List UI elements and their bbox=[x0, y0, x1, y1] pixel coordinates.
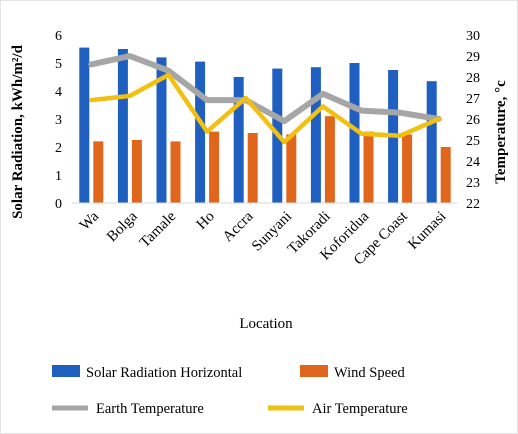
wind-speed-bar bbox=[440, 147, 451, 203]
y-tick-label-right: 24 bbox=[466, 155, 480, 170]
wind-speed-bar bbox=[363, 131, 374, 203]
wind-speed-bar bbox=[324, 116, 335, 203]
wind-speed-bar bbox=[131, 140, 142, 203]
solar-radiation-bar bbox=[79, 47, 90, 203]
y-tick-label-right: 29 bbox=[466, 50, 480, 65]
solar-radiation-bar bbox=[233, 77, 244, 203]
wind-speed-bar bbox=[247, 133, 258, 203]
solar-radiation-bar bbox=[426, 81, 437, 203]
legend-swatch bbox=[300, 365, 328, 377]
legend-item-wind-speed: Wind Speed bbox=[300, 365, 405, 381]
solar-radiation-bar bbox=[156, 57, 167, 204]
y-tick-label-right: 30 bbox=[466, 29, 480, 44]
wind-speed-bar bbox=[93, 141, 104, 203]
y-tick-label-left: 6 bbox=[55, 29, 62, 44]
air-temperature-line bbox=[89, 72, 441, 145]
solar-radiation-bar bbox=[117, 49, 128, 203]
earth-temperature-line bbox=[88, 53, 442, 125]
y-tick-label-right: 26 bbox=[466, 113, 480, 128]
y-tick-label-left: 5 bbox=[55, 57, 62, 72]
legend: Solar Radiation Horizontal Wind Speed Eart… bbox=[52, 365, 408, 417]
legend-label: Solar Radiation Horizontal bbox=[86, 365, 242, 381]
legend-label: Wind Speed bbox=[334, 365, 405, 381]
solar-radiation-bar bbox=[310, 67, 321, 203]
y-tick-label-left: 1 bbox=[55, 169, 62, 184]
x-axis-label: Location bbox=[239, 316, 293, 332]
legend-label: Air Temperature bbox=[312, 401, 408, 417]
legend-item-solar-radiation: Solar Radiation Horizontal bbox=[52, 365, 242, 381]
plot-area bbox=[79, 47, 451, 204]
wind-speed-bar bbox=[286, 134, 297, 203]
legend-item-air-temperature: Air Temperature bbox=[268, 401, 408, 417]
y-tick-label-right: 22 bbox=[466, 197, 480, 212]
y-tick-label-right: 23 bbox=[466, 176, 480, 191]
legend-label: Earth Temperature bbox=[96, 401, 204, 417]
y-tick-label-left: 0 bbox=[55, 197, 62, 212]
legend-item-earth-temperature: Earth Temperature bbox=[52, 401, 204, 417]
y-tick-label-right: 27 bbox=[466, 92, 480, 107]
y-tick-label-right: 28 bbox=[466, 71, 480, 86]
y-axis-label-right: Temperature, °c bbox=[493, 80, 509, 184]
solar-radiation-bar bbox=[349, 63, 360, 203]
wind-speed-bar bbox=[170, 141, 181, 203]
y-tick-label-left: 4 bbox=[55, 85, 62, 100]
y-tick-label-right: 25 bbox=[466, 134, 480, 149]
y-tick-label-left: 3 bbox=[55, 113, 62, 128]
legend-swatch bbox=[52, 365, 80, 377]
y-tick-label-left: 2 bbox=[55, 141, 62, 156]
wind-speed-bar bbox=[209, 131, 220, 203]
y-axis-label-left: Solar Radiation, kWh/m²/d bbox=[10, 44, 26, 219]
solar-radiation-bar bbox=[195, 61, 206, 203]
wind-speed-bar bbox=[402, 134, 413, 203]
